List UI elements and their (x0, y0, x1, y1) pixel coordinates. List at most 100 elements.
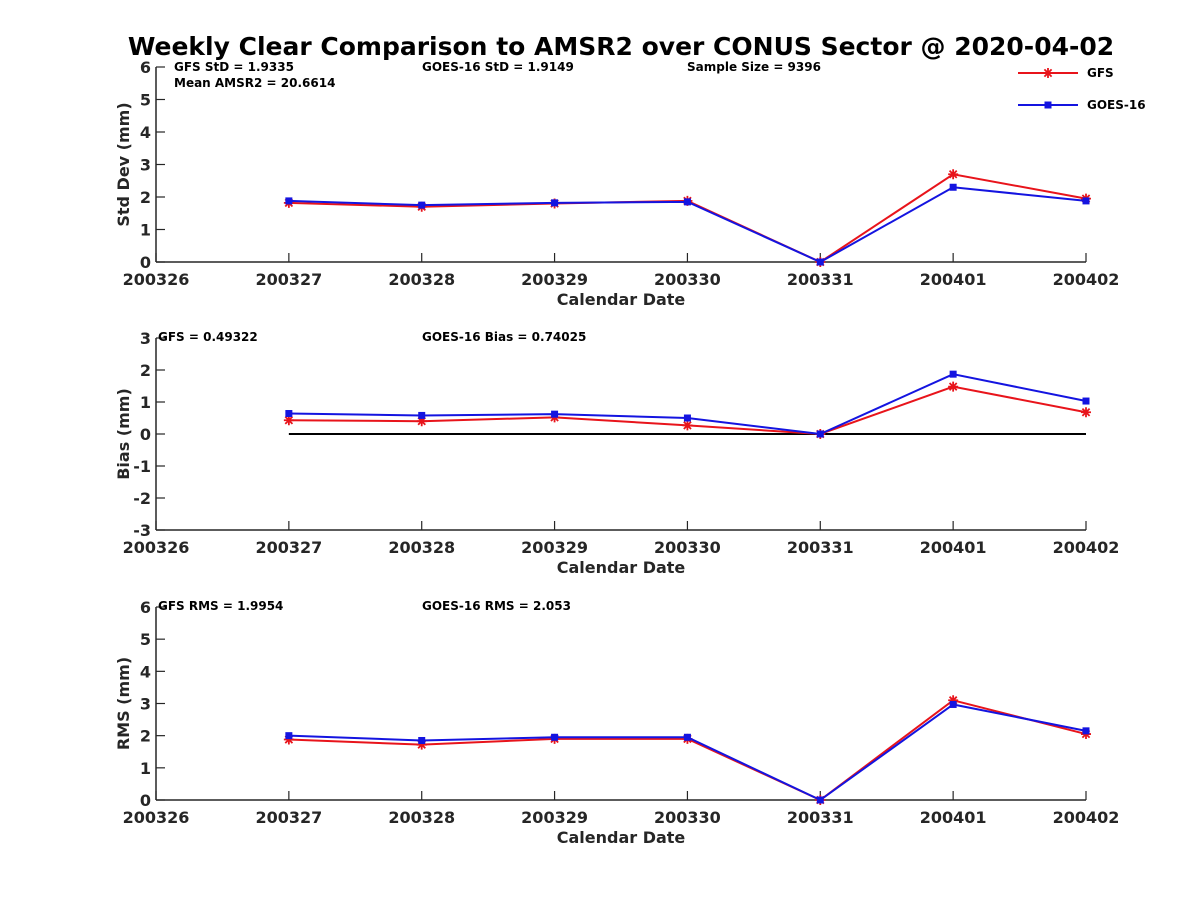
goes16-point (551, 199, 559, 207)
series-line-gfs (288, 699, 1087, 802)
gfs-point (948, 695, 959, 706)
x-tick-label: 200329 (521, 270, 588, 289)
x-tick-label: 200330 (654, 808, 721, 827)
gfs-point (283, 415, 294, 426)
goes16-point (551, 410, 559, 418)
goes16-point (285, 410, 293, 418)
stat-annotation: GFS = 0.49322 (158, 330, 258, 344)
goes16-point (949, 370, 957, 378)
y-tick-label: 5 (140, 91, 151, 110)
x-tick-label: 200328 (388, 270, 455, 289)
gfs-point (948, 381, 959, 392)
series-line-gfs (288, 173, 1087, 264)
x-tick-label: 200330 (654, 270, 721, 289)
goes16-point (683, 733, 691, 741)
y-tick-label: 4 (140, 123, 151, 142)
y-tick-label: -3 (133, 521, 151, 540)
y-tick-label: 6 (140, 598, 151, 617)
gfs-point (416, 416, 427, 427)
stat-annotation: Sample Size = 9396 (687, 60, 821, 74)
goes16-point (418, 411, 426, 419)
x-tick-label: 200401 (920, 538, 987, 557)
legend: GFS GOES-16 (1018, 66, 1146, 112)
goes16-point (285, 732, 293, 740)
bias-panel: 200326 200327 200328 200329 200330 200331 2004… (114, 329, 1119, 577)
x-tick-label: 200329 (521, 538, 588, 557)
y-tick-label: 1 (140, 759, 151, 778)
legend-marker (1044, 101, 1052, 109)
gfs-point (416, 739, 427, 750)
x-tick-label: 200327 (255, 270, 322, 289)
stat-annotation: Mean AMSR2 = 20.6614 (174, 76, 335, 90)
y-tick-label: 2 (140, 361, 151, 380)
goes16-point (949, 183, 957, 191)
y-tick-label: 5 (140, 630, 151, 649)
y-axis-label: RMS (mm) (114, 657, 133, 750)
stat-annotation: GOES-16 StD = 1.9149 (422, 60, 574, 74)
x-tick-label: 200327 (255, 538, 322, 557)
x-tick-label: 200401 (920, 808, 987, 827)
goes16-point (418, 201, 426, 209)
x-tick-label: 200401 (920, 270, 987, 289)
series-line-goes-16 (288, 703, 1087, 802)
y-tick-label: 3 (140, 695, 151, 714)
goes16-point (551, 733, 559, 741)
goes16-point (1082, 197, 1090, 205)
x-tick-label: 200327 (255, 808, 322, 827)
stat-annotation: GFS RMS = 1.9954 (158, 599, 283, 613)
x-tick-label: 200326 (123, 270, 190, 289)
y-tick-label: 2 (140, 727, 151, 746)
x-tick-label: 200328 (388, 808, 455, 827)
y-tick-label: -1 (133, 457, 151, 476)
x-tick-label: 200402 (1053, 538, 1120, 557)
y-tick-label: 3 (140, 329, 151, 348)
x-tick-label: 200328 (388, 538, 455, 557)
y-tick-label: 4 (140, 662, 151, 681)
y-tick-label: 1 (140, 393, 151, 412)
gfs-point (682, 420, 693, 431)
goes16-point (683, 414, 691, 422)
stat-annotation: GOES-16 RMS = 2.053 (422, 599, 571, 613)
stat-annotation: GFS StD = 1.9335 (174, 60, 294, 74)
x-axis-label: Calendar Date (557, 558, 686, 577)
goes16-point (816, 430, 824, 438)
y-tick-label: 6 (140, 58, 151, 77)
x-axis-label: Calendar Date (557, 290, 686, 309)
goes16-point (816, 258, 824, 266)
x-tick-label: 200331 (787, 270, 854, 289)
goes16-point (949, 700, 957, 708)
legend-label: GOES-16 (1087, 98, 1146, 112)
x-tick-label: 200326 (123, 808, 190, 827)
y-tick-label: 0 (140, 791, 151, 810)
legend-label: GFS (1087, 66, 1114, 80)
x-tick-label: 200330 (654, 538, 721, 557)
goes16-point (1082, 397, 1090, 405)
x-axis-label: Calendar Date (557, 828, 686, 847)
y-tick-label: 1 (140, 221, 151, 240)
x-tick-label: 200331 (787, 538, 854, 557)
std-dev-panel: 200326 200327 200328 200329 200330 200331 2004… (114, 58, 1119, 309)
goes16-point (683, 198, 691, 206)
legend-marker (1043, 68, 1053, 78)
rms-panel: 200326 200327 200328 200329 200330 200331 2004… (114, 598, 1119, 847)
goes16-point (285, 197, 293, 205)
y-tick-label: 3 (140, 156, 151, 175)
x-tick-label: 200331 (787, 808, 854, 827)
y-axis-label: Std Dev (mm) (114, 102, 133, 226)
goes16-point (816, 796, 824, 804)
goes16-point (1082, 727, 1090, 735)
y-tick-label: 2 (140, 188, 151, 207)
y-tick-label: -2 (133, 489, 151, 508)
gfs-point (1081, 407, 1091, 418)
x-tick-label: 200402 (1053, 808, 1120, 827)
y-axis-label: Bias (mm) (114, 388, 133, 480)
y-tick-label: 0 (140, 425, 151, 444)
gfs-point (283, 734, 294, 745)
y-tick-label: 0 (140, 253, 151, 272)
x-tick-label: 200326 (123, 538, 190, 557)
chart-title: Weekly Clear Comparison to AMSR2 over CO… (128, 32, 1114, 61)
stat-annotation: GOES-16 Bias = 0.74025 (422, 330, 586, 344)
x-tick-label: 200329 (521, 808, 588, 827)
goes16-point (418, 736, 426, 744)
